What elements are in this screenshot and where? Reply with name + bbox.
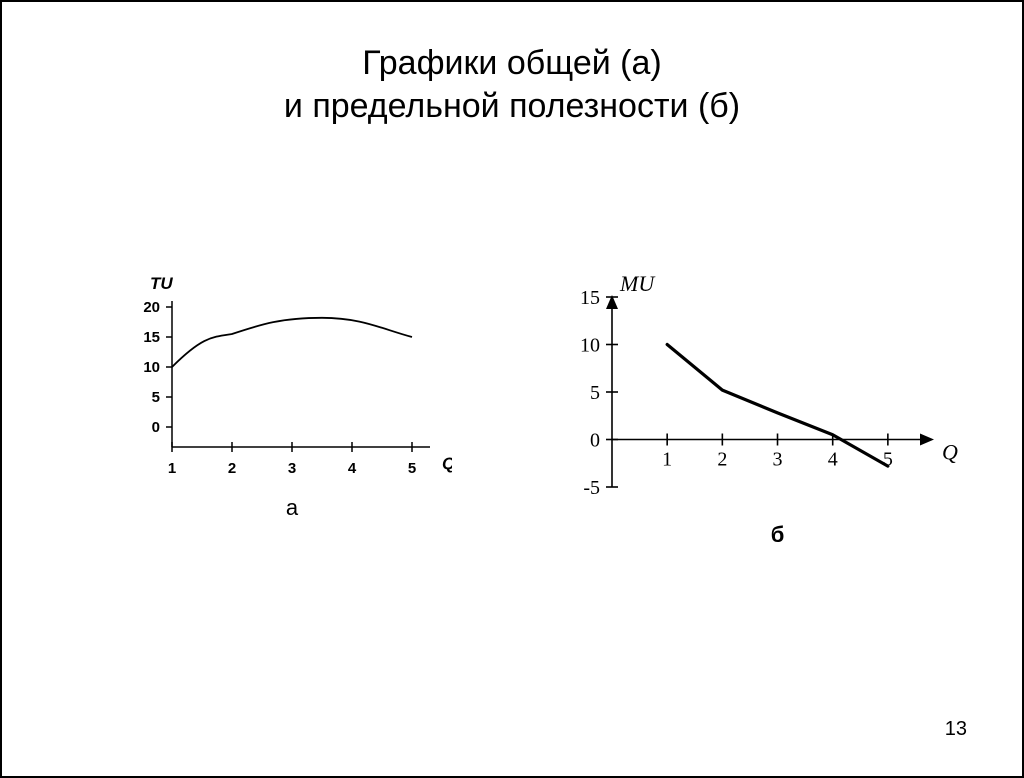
svg-text:Q: Q xyxy=(942,440,958,465)
title-line-2: и предельной полезности (б) xyxy=(284,87,740,125)
svg-text:20: 20 xyxy=(143,299,160,316)
svg-text:TU: TU xyxy=(150,274,173,293)
svg-text:0: 0 xyxy=(590,430,600,452)
svg-text:2: 2 xyxy=(717,449,727,471)
svg-text:1: 1 xyxy=(168,460,176,477)
svg-text:2: 2 xyxy=(228,460,236,477)
svg-text:-5: -5 xyxy=(583,477,600,499)
svg-text:MU: MU xyxy=(619,271,656,296)
title-line-1: Графики общей (а) xyxy=(362,44,661,82)
chart-a-container: TU 0 5 10 15 20 1 2 3 4 5 Qа xyxy=(92,267,452,567)
slide-title: Графики общей (а) и предельной полезност… xyxy=(2,42,1022,127)
charts-row: TU0510152012345Qа MU-505101512345Qб xyxy=(92,267,962,567)
chart-b-container: MU-505101512345Qб xyxy=(542,267,962,567)
svg-text:15: 15 xyxy=(143,329,160,346)
svg-text:10: 10 xyxy=(143,359,160,376)
svg-text:3: 3 xyxy=(773,449,783,471)
svg-text:0: 0 xyxy=(152,419,160,436)
chart-b: MU-505101512345Qб xyxy=(542,267,962,567)
svg-text:4: 4 xyxy=(348,460,357,477)
svg-text:15: 15 xyxy=(580,287,600,309)
svg-text:3: 3 xyxy=(288,460,296,477)
svg-text:5: 5 xyxy=(408,460,416,477)
svg-text:1: 1 xyxy=(662,449,672,471)
svg-text:Q: Q xyxy=(442,454,452,473)
page-number: 13 xyxy=(945,718,967,741)
svg-text:5: 5 xyxy=(152,389,160,406)
svg-text:10: 10 xyxy=(580,335,600,357)
svg-text:4: 4 xyxy=(828,449,838,471)
svg-text:б: б xyxy=(771,522,785,547)
svg-text:5: 5 xyxy=(590,382,600,404)
chart-a: TU 0 5 10 15 20 1 2 3 4 5 Qа xyxy=(92,267,452,547)
slide-frame: Графики общей (а) и предельной полезност… xyxy=(0,0,1024,778)
svg-text:а: а xyxy=(286,495,299,520)
